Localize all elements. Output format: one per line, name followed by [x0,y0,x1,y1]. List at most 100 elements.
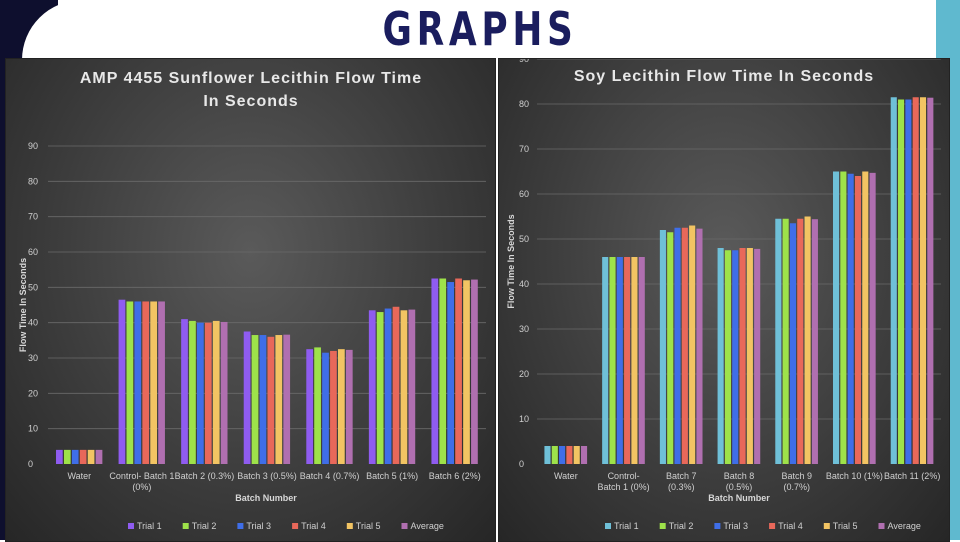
bar [746,248,753,464]
y-tick-label: 60 [519,189,529,199]
y-tick-label: 40 [28,318,38,328]
x-tick-label: Water [67,471,91,481]
bar [573,446,580,464]
y-tick-label: 60 [28,247,38,257]
y-tick-label: 10 [519,414,529,424]
legend-swatch [401,523,408,529]
y-tick-label: 80 [28,176,38,186]
legend-swatch [292,523,299,529]
bar [95,449,103,464]
bar [142,301,150,464]
bar [811,219,818,464]
x-tick-label: Batch 3 (0.5%) [237,471,297,481]
bar [306,349,314,464]
bar [204,322,212,464]
x-tick-label: (0.7%) [783,482,810,492]
bar [259,335,267,464]
legend-swatch [714,523,721,529]
y-tick-label: 30 [519,324,529,334]
bar [696,228,703,464]
legend-swatch [128,523,134,529]
bar [559,446,566,464]
x-tick-label: Control- [608,471,640,481]
bar [158,301,165,464]
legend-label: Average [411,521,444,531]
chart-title: Soy Lecithin Flow Time In Seconds [574,68,874,85]
bar [283,334,291,464]
sunflower-chart: AMP 4455 Sunflower Lecithin Flow Time In … [18,70,486,531]
bar [337,349,345,464]
bar [638,257,645,464]
bar [455,278,462,464]
soy-chart-panel: Soy Lecithin Flow Time In Seconds 0 10 20 30… [498,58,950,542]
legend-label: Trial 4 [301,521,326,531]
bar [392,306,400,464]
bar [150,301,158,464]
bar [384,308,392,464]
y-tick-label: 50 [28,282,38,292]
legend-label: Trial 2 [192,521,217,531]
y-tick-label: 40 [519,279,529,289]
chart-title: AMP 4455 Sunflower Lecithin Flow Time [80,70,422,87]
legend-label: Trial 1 [137,521,162,531]
bar [681,227,688,464]
bar [832,171,840,464]
bar [782,218,789,464]
chart-title: In Seconds [203,93,298,110]
bar [602,257,609,464]
bar [927,97,934,464]
x-tick-label: (0%) [132,482,151,492]
legend-swatch [878,523,885,529]
x-tick-label: (0.3%) [668,482,695,492]
bar [463,280,470,464]
x-tick-label: (0.5%) [726,482,753,492]
soy-chart: Soy Lecithin Flow Time In Seconds 0 10 20 30… [506,59,941,531]
x-tick-label: Batch 2 (0.3%) [175,471,235,481]
bar [717,248,724,464]
y-tick-label: 10 [28,424,38,434]
bar [667,232,674,464]
bar [134,301,142,464]
bar [471,279,478,464]
y-axis-label: Flow Time In Seconds [18,258,28,352]
bar [368,310,376,464]
bar [439,278,447,464]
legend-swatch [659,523,666,529]
bar [181,319,188,464]
slide-title: GRAPHS [382,2,578,56]
bar [267,336,275,464]
bar [56,449,63,464]
bar [905,99,912,464]
legend-label: Trial 3 [723,521,748,531]
x-tick-label: Batch 5 (1%) [366,471,418,481]
bar [775,218,782,464]
bar [400,310,408,464]
x-tick-label: Batch 9 [781,471,812,481]
bar [797,218,804,464]
legend-label: Trial 5 [356,521,381,531]
bar [674,227,681,464]
bar [919,97,927,464]
bar [631,257,638,464]
legend-label: Trial 2 [669,521,694,531]
x-tick-label: Batch 4 (0.7%) [300,471,360,481]
y-tick-label: 90 [519,59,529,64]
bar [898,99,905,464]
bar [322,352,329,464]
bar [862,171,869,464]
bar [566,446,573,464]
bar [544,446,551,464]
bar [724,250,731,464]
bar [408,309,416,464]
legend-label: Trial 1 [614,521,639,531]
y-tick-label: 30 [28,353,38,363]
bar [87,449,95,464]
bar [847,173,854,464]
bar [376,312,384,464]
legend-swatch [605,523,611,529]
x-axis-label: Batch Number [708,493,770,503]
legend-swatch [769,523,776,529]
y-tick-label: 50 [519,234,529,244]
bar [754,248,761,464]
legend-swatch [237,523,244,529]
